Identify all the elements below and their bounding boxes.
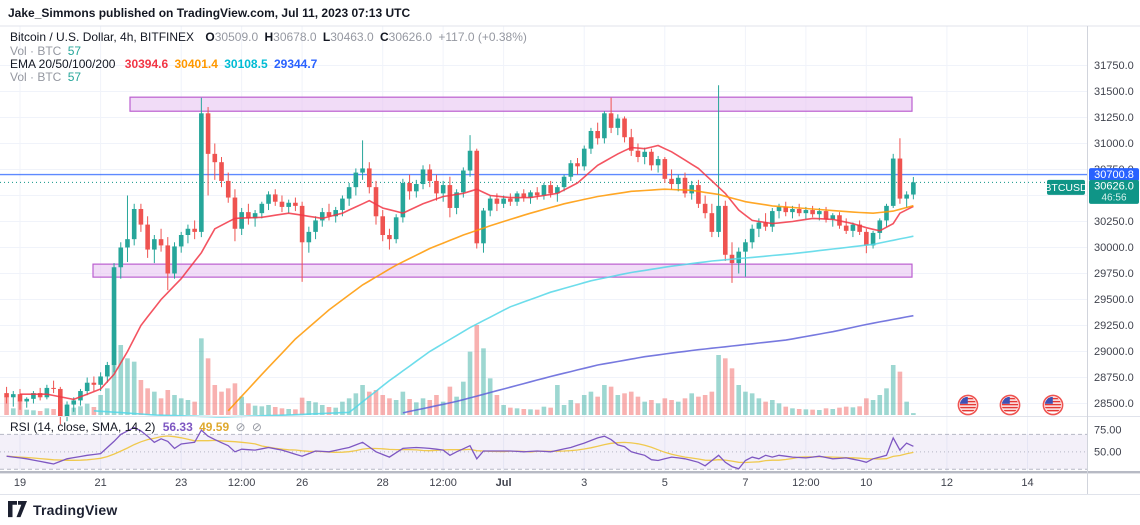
- svg-text:29500.0: 29500.0: [1094, 294, 1134, 306]
- symbol-title[interactable]: Bitcoin / U.S. Dollar, 4h, BITFINEX: [10, 30, 195, 44]
- svg-text:30250.0: 30250.0: [1094, 216, 1134, 228]
- high-label: H: [264, 30, 274, 44]
- tradingview-logo[interactable]: TradingView: [8, 501, 117, 518]
- svg-text:12:00: 12:00: [228, 477, 256, 489]
- svg-text:14: 14: [1021, 477, 1033, 489]
- rsi-label: RSI (14, close, SMA, 14, 2): [10, 420, 156, 434]
- svg-text:75.00: 75.00: [1094, 425, 1122, 437]
- svg-text:31000.0: 31000.0: [1094, 138, 1134, 150]
- open-value: 30509.0: [214, 30, 259, 44]
- zone-drawings[interactable]: [92, 96, 913, 278]
- svg-text:29250.0: 29250.0: [1094, 320, 1134, 332]
- svg-text:30626.0: 30626.0: [1094, 180, 1134, 192]
- svg-text:31500.0: 31500.0: [1094, 86, 1134, 98]
- svg-text:3: 3: [581, 477, 587, 489]
- price-axis[interactable]: 31750.031500.031250.031000.030750.030500…: [1094, 60, 1134, 458]
- svg-text:5: 5: [662, 477, 668, 489]
- svg-text:Jul: Jul: [496, 477, 512, 489]
- svg-text:28: 28: [377, 477, 389, 489]
- us-flag-event-icon[interactable]: [999, 394, 1021, 416]
- svg-text:30000.0: 30000.0: [1094, 242, 1134, 254]
- svg-text:21: 21: [94, 477, 106, 489]
- last-price-badge: [1089, 179, 1139, 204]
- ema-label: EMA 20/50/100/200: [10, 57, 116, 71]
- svg-text:29750.0: 29750.0: [1094, 268, 1134, 280]
- volume-label: Vol · BTC: [10, 44, 62, 58]
- volume-series[interactable]: [4, 325, 916, 415]
- hidden-study-icon[interactable]: ⊘: [235, 420, 246, 434]
- close-label: C: [379, 30, 389, 44]
- time-axis[interactable]: 19 21 23 12:00 26 28 12:00 Jul 3 5 7 12:00 10 12 14: [14, 477, 1034, 489]
- svg-text:30700.8: 30700.8: [1094, 169, 1134, 181]
- svg-text:19: 19: [14, 477, 26, 489]
- hline-price-badge: [1089, 168, 1139, 182]
- volume-legend-row-1[interactable]: Vol · BTC 57: [10, 44, 84, 58]
- svg-text:12:00: 12:00: [792, 477, 820, 489]
- candlestick-series[interactable]: [4, 85, 916, 425]
- attribution-text: Jake_Simmons published on TradingView.co…: [8, 6, 411, 20]
- ema-line-ema200[interactable]: [402, 314, 914, 414]
- open-label: O: [205, 30, 215, 44]
- volume-label-2: Vol · BTC: [10, 70, 62, 84]
- volume-value: 57: [67, 44, 82, 58]
- tradingview-logo-text: TradingView: [33, 501, 118, 518]
- svg-text:28750.0: 28750.0: [1094, 372, 1134, 384]
- svg-text:12:00: 12:00: [429, 477, 457, 489]
- symbol-name-badge: [1047, 179, 1085, 195]
- bar-countdown: 46:56: [1101, 192, 1126, 203]
- low-label: L: [322, 30, 331, 44]
- volume-value-2: 57: [67, 70, 82, 84]
- rsi-legend-row[interactable]: RSI (14, close, SMA, 14, 2) 56.33 49.59 …: [10, 420, 265, 434]
- volume-legend-row-2[interactable]: Vol · BTC 57: [10, 70, 84, 84]
- close-value: 30626.0: [388, 30, 433, 44]
- svg-text:26: 26: [296, 477, 308, 489]
- svg-text:7: 7: [742, 477, 748, 489]
- svg-text:23: 23: [175, 477, 187, 489]
- ema100-value: 30108.5: [224, 57, 268, 71]
- ema20-value: 30394.6: [124, 57, 169, 71]
- change-value: +117.0 (+0.38%): [438, 30, 527, 44]
- svg-text:28500.0: 28500.0: [1094, 398, 1134, 410]
- support-zone[interactable]: [92, 263, 913, 278]
- svg-text:31750.0: 31750.0: [1094, 60, 1134, 72]
- svg-text:BTCUSD: BTCUSD: [1044, 182, 1088, 194]
- ema-line-ema20[interactable]: [20, 144, 914, 401]
- us-flag-event-icon[interactable]: [957, 394, 979, 416]
- high-value: 30678.0: [273, 30, 317, 44]
- ema50-value: 30401.4: [174, 57, 218, 71]
- svg-text:12: 12: [941, 477, 953, 489]
- ema-line-ema50[interactable]: [227, 188, 914, 412]
- tradingview-logo-icon: [8, 501, 27, 518]
- pane-separator-rsi-axis[interactable]: [0, 471, 1140, 474]
- us-flag-event-icon[interactable]: [1042, 394, 1064, 416]
- svg-text:50.00: 50.00: [1094, 446, 1122, 458]
- rsi-ma-value: 49.59: [199, 420, 230, 434]
- symbol-legend-row[interactable]: Bitcoin / U.S. Dollar, 4h, BITFINEX O305…: [10, 30, 530, 44]
- rsi-pane[interactable]: [0, 426, 1087, 470]
- ema-legend-row[interactable]: EMA 20/50/100/200 30394.6 30401.4 30108.…: [10, 57, 320, 71]
- economic-event-icons[interactable]: [957, 394, 1064, 416]
- rsi-value: 56.33: [162, 420, 193, 434]
- resistance-zone[interactable]: [129, 96, 913, 112]
- hidden-study-icon-2[interactable]: ⊘: [251, 420, 262, 434]
- svg-text:10: 10: [860, 477, 872, 489]
- low-value: 30463.0: [330, 30, 374, 44]
- ema200-value: 29344.7: [273, 57, 318, 71]
- svg-text:29000.0: 29000.0: [1094, 346, 1134, 358]
- rsi-line[interactable]: [6, 426, 914, 470]
- svg-text:31250.0: 31250.0: [1094, 112, 1134, 124]
